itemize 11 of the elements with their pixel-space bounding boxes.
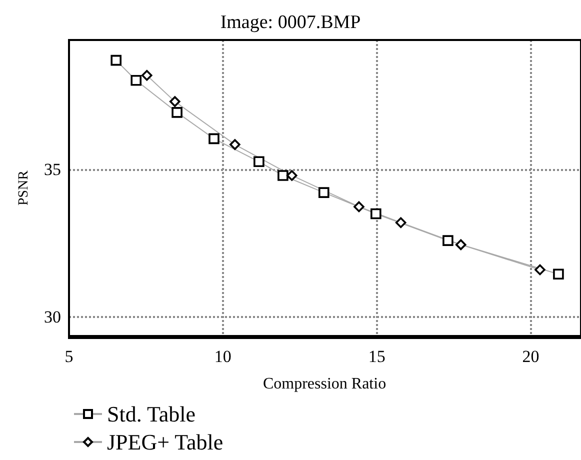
y-axis-title: PSNR bbox=[16, 170, 32, 206]
x-axis-title: Compression Ratio bbox=[262, 376, 386, 392]
y-tick-label: 35 bbox=[44, 160, 61, 180]
chart-title: Image: 0007.BMP bbox=[220, 12, 361, 33]
x-tick-label: 5 bbox=[64, 347, 74, 366]
legend-label: JPEG+ Table bbox=[107, 430, 224, 454]
x-tick-label: 10 bbox=[214, 347, 232, 366]
x-tick-label: 15 bbox=[368, 347, 386, 366]
x-tick-label: 20 bbox=[522, 347, 540, 366]
y-tick-label: 30 bbox=[44, 307, 61, 326]
legend-label: Std. Table bbox=[107, 402, 196, 426]
